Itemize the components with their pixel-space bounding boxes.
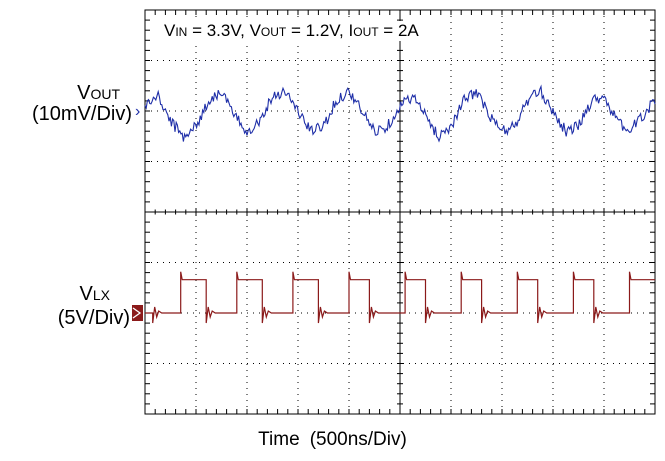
channel-markers: ›: [132, 103, 143, 321]
vlx-channel-scale: (5V/Div): [57, 307, 130, 329]
test-conditions: VIN = 3.3V, VOUT = 1.2V, IOUT = 2A: [162, 21, 421, 41]
grid: [144, 9, 656, 415]
iout-label: I: [348, 21, 354, 40]
x-axis-label: Time (500ns/Div): [258, 429, 407, 450]
vin-label: V: [164, 21, 176, 40]
traces: [144, 84, 656, 324]
vout-ground-marker: ›: [135, 103, 140, 120]
vlx-channel-name: VLX: [79, 283, 110, 305]
vlx-trace: [145, 271, 655, 324]
vin-sub: IN: [175, 25, 188, 39]
vout-channel-scale: (10mV/Div): [31, 103, 132, 125]
vout-cond-label: V: [249, 21, 261, 40]
vout-channel-name: VOUT: [77, 82, 120, 104]
iout-value: = 2A: [378, 21, 419, 40]
vout-cond-sub: OUT: [260, 25, 287, 39]
vlx-marker-arrow: [132, 307, 142, 319]
vout-trace: [144, 84, 656, 143]
vout-cond-value: = 1.2V,: [286, 21, 349, 40]
vin-value: = 3.3V,: [187, 21, 250, 40]
iout-sub: OUT: [353, 25, 379, 39]
vlx-ground-marker: [132, 305, 143, 321]
